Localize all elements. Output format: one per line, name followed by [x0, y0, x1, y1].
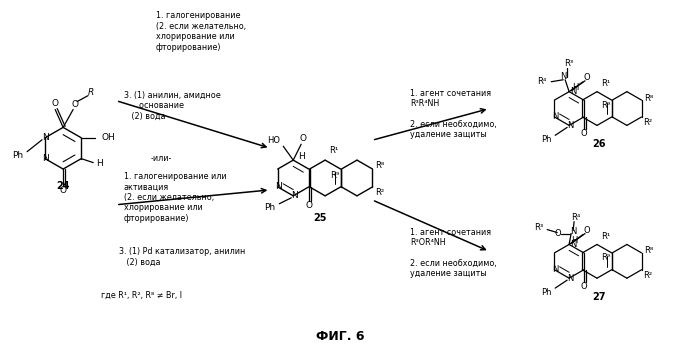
Text: R⁹: R⁹ [330, 171, 340, 179]
Text: N: N [42, 154, 48, 163]
Text: N: N [552, 265, 559, 274]
Text: R¹: R¹ [601, 232, 610, 241]
Text: R²: R² [644, 271, 653, 280]
Text: R⁸: R⁸ [375, 161, 384, 170]
Text: O: O [584, 73, 591, 82]
Text: R⁸: R⁸ [644, 94, 654, 102]
Text: R⁴: R⁴ [537, 77, 546, 86]
Text: Ph: Ph [541, 135, 552, 144]
Text: O: O [580, 282, 587, 291]
Text: O: O [584, 226, 591, 235]
Text: 25: 25 [313, 213, 327, 223]
Text: N: N [275, 183, 282, 191]
Text: 1. галогенирование или
активация
(2. если желательно,
хлорирование или
фторирова: 1. галогенирование или активация (2. есл… [124, 172, 226, 223]
Text: R⁹: R⁹ [601, 101, 610, 110]
Text: O: O [580, 129, 587, 138]
Text: R³: R³ [534, 223, 543, 232]
Text: R⁴: R⁴ [571, 213, 581, 222]
Text: N: N [567, 274, 573, 283]
Text: N: N [570, 87, 577, 97]
Text: R³: R³ [565, 59, 574, 68]
Text: Ph: Ph [12, 151, 23, 160]
Text: N: N [570, 240, 577, 249]
Text: N: N [570, 227, 576, 236]
Text: -или-: -или- [151, 154, 172, 163]
Text: N: N [560, 72, 566, 81]
Text: R²: R² [375, 188, 384, 197]
Text: 3. (1) Pd катализатор, анилин
   (2) вода: 3. (1) Pd катализатор, анилин (2) вода [119, 247, 245, 267]
Text: OH: OH [101, 133, 115, 142]
Text: H: H [298, 152, 305, 161]
Text: R⁹: R⁹ [601, 253, 610, 262]
Text: R¹: R¹ [601, 79, 610, 88]
Text: 24: 24 [57, 181, 70, 191]
Text: N: N [567, 121, 573, 130]
Text: Ph: Ph [264, 203, 275, 212]
Text: 1. агент сочетания
R³R⁴NH

2. если необходимо,
удаление защиты: 1. агент сочетания R³R⁴NH 2. если необхо… [410, 89, 496, 139]
Text: O: O [59, 186, 66, 196]
Text: Ph: Ph [541, 287, 552, 297]
Text: HO: HO [267, 136, 280, 145]
Text: R: R [88, 88, 94, 97]
Text: H: H [96, 159, 103, 168]
Text: O: O [52, 99, 59, 108]
Text: H: H [572, 84, 579, 92]
Text: 26: 26 [592, 139, 606, 149]
Text: ФИГ. 6: ФИГ. 6 [316, 330, 364, 343]
Text: N: N [552, 112, 559, 121]
Text: O: O [300, 134, 307, 143]
Text: H: H [572, 236, 578, 245]
Text: R⁸: R⁸ [644, 246, 654, 256]
Text: O: O [305, 201, 312, 210]
Text: где R¹, R², R⁸ ≠ Br, I: где R¹, R², R⁸ ≠ Br, I [101, 291, 182, 300]
Text: 1. галогенирование
(2. если желательно,
хлорирование или
фторирование): 1. галогенирование (2. если желательно, … [156, 11, 246, 52]
Text: 27: 27 [592, 292, 606, 302]
Text: 3. (1) анилин, амидное
      основание
   (2) вода: 3. (1) анилин, амидное основание (2) вод… [124, 91, 221, 120]
Text: R¹: R¹ [329, 146, 338, 155]
Text: N: N [291, 191, 298, 200]
Text: R²: R² [644, 118, 653, 127]
Text: N: N [42, 133, 48, 142]
Text: O: O [555, 229, 561, 238]
Text: 1. агент сочетания
R³OR⁴NH

2. если необходимо,
удаление защиты: 1. агент сочетания R³OR⁴NH 2. если необх… [410, 227, 496, 278]
Text: O: O [71, 100, 78, 109]
